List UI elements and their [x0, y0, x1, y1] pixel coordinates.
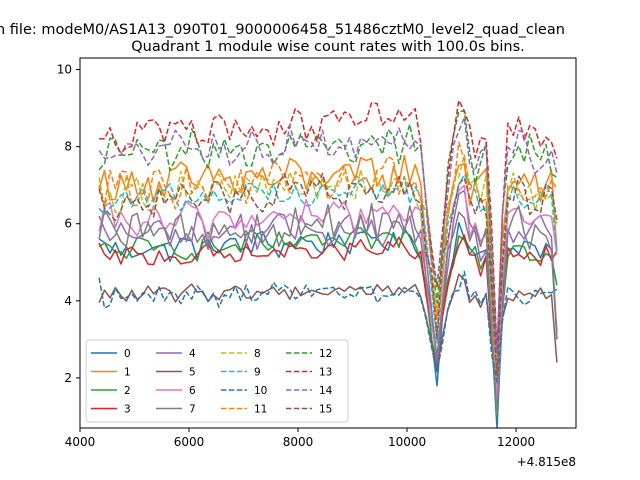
y-tick-label: 2: [64, 371, 72, 385]
legend-label-8: 8: [254, 348, 261, 360]
x-tick-label: 12000: [497, 435, 535, 449]
x-tick-label: 6000: [174, 435, 205, 449]
y-tick-label: 10: [57, 63, 72, 77]
legend-label-9: 9: [254, 367, 261, 379]
series-line-8: [98, 154, 558, 378]
y-tick-label: 8: [64, 140, 72, 154]
x-axis: 4000 6000 8000 10000 12000: [65, 428, 535, 449]
legend-label-11: 11: [254, 404, 267, 416]
y-tick-label: 6: [64, 217, 72, 231]
series-line-5: [98, 273, 558, 380]
legend-box: [85, 339, 349, 423]
legend-label-5: 5: [189, 367, 196, 379]
series-line-10: [98, 270, 558, 383]
series-line-9: [98, 173, 558, 378]
series-line-1: [98, 154, 558, 376]
x-tick-label: 10000: [388, 435, 426, 449]
plot-lines: [98, 99, 558, 428]
series-line-7: [98, 202, 558, 415]
legend-label-6: 6: [189, 385, 196, 397]
series-line-12: [98, 110, 558, 356]
legend-label-3: 3: [124, 404, 131, 416]
legend-label-13: 13: [319, 367, 332, 379]
legend-label-14: 14: [319, 385, 333, 397]
series-line-14: [98, 117, 558, 353]
series-line-3: [98, 234, 558, 403]
series-line-2: [98, 226, 558, 418]
y-tick-label: 4: [64, 294, 72, 308]
legend-label-15: 15: [319, 404, 332, 416]
figure-suptitle: n file: modeM0/AS1A13_090T01_9000006458_…: [0, 22, 565, 38]
series-line-11: [98, 141, 558, 379]
series-line-0: [98, 221, 558, 428]
legend-label-7: 7: [189, 404, 196, 416]
chart-title: Quadrant 1 module wise count rates with …: [131, 39, 525, 55]
x-tick-label: 8000: [283, 435, 314, 449]
x-offset-label: +4.815e8: [517, 455, 576, 469]
plot-frame: [79, 57, 577, 429]
series-line-6: [98, 184, 558, 402]
legend-label-1: 1: [124, 367, 131, 379]
x-tick-label: 4000: [65, 435, 96, 449]
series-line-15: [98, 172, 558, 377]
series-line-4: [98, 189, 558, 385]
y-axis: 2 4 6 8 10: [57, 63, 80, 385]
legend-label-4: 4: [189, 348, 196, 360]
series-line-13: [99, 99, 558, 353]
legend-label-10: 10: [254, 385, 267, 397]
legend-label-0: 0: [124, 348, 131, 360]
legend-label-2: 2: [124, 385, 131, 397]
legend-label-12: 12: [319, 348, 332, 360]
